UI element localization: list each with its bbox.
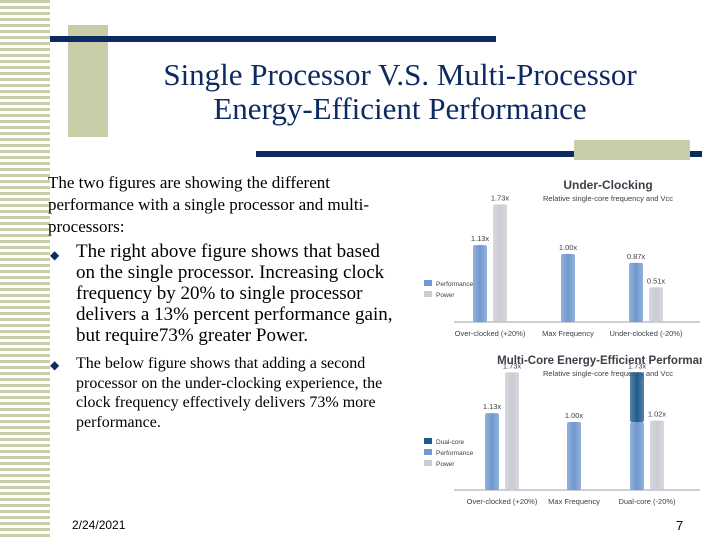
category-label: Over-clocked (+20%) bbox=[467, 497, 538, 506]
legend-swatch bbox=[424, 280, 432, 286]
bar-power bbox=[649, 287, 663, 322]
chart-title: Multi-Core Energy-Efficient Performance bbox=[497, 355, 702, 367]
title-line-1: Single Processor V.S. Multi-Processor bbox=[163, 57, 637, 92]
data-label: 1.00x bbox=[559, 243, 578, 252]
legend-label: Dual-core bbox=[436, 439, 465, 446]
bar-power bbox=[493, 204, 507, 322]
diamond-bullet-icon: ◆ bbox=[50, 358, 60, 372]
data-label: 1.13x bbox=[471, 234, 490, 243]
slide-page-number: 7 bbox=[676, 518, 684, 533]
legend-label: Performance bbox=[436, 281, 474, 288]
data-label: 1.73x bbox=[503, 361, 522, 370]
legend-label: Performance bbox=[436, 450, 474, 457]
bar-performance bbox=[567, 422, 581, 490]
bar-performance bbox=[485, 413, 499, 490]
slide-date: 2/24/2021 bbox=[72, 518, 126, 532]
category-label: Max Frequency bbox=[542, 329, 594, 338]
bullet-item: ◆ The below figure shows that adding a s… bbox=[48, 354, 393, 432]
data-label: 0.51x bbox=[647, 276, 666, 285]
diamond-bullet-icon: ◆ bbox=[50, 248, 60, 262]
charts-svg: Under-Clocking Relative single-core frequ… bbox=[424, 178, 719, 506]
decorative-rule-block bbox=[574, 140, 690, 160]
charts-figure: Under-Clocking Relative single-core frequ… bbox=[422, 170, 719, 510]
slide-title: Single Processor V.S. Multi-Processor En… bbox=[110, 58, 690, 126]
title-rule-top bbox=[50, 36, 496, 42]
legend-swatch bbox=[424, 449, 432, 455]
bar-dual-core bbox=[630, 372, 644, 422]
category-label: Dual-core (-20%) bbox=[618, 497, 676, 506]
legend-swatch bbox=[424, 438, 432, 444]
chart-subtitle: Relative single-core frequency and Vcc bbox=[543, 369, 673, 378]
legend-swatch bbox=[424, 460, 432, 466]
bar-performance bbox=[473, 245, 487, 322]
bar-performance bbox=[630, 422, 644, 490]
decorative-stripe bbox=[0, 0, 50, 540]
bar-power bbox=[650, 420, 664, 490]
title-rule-bottom bbox=[256, 151, 702, 157]
data-label: 1.73x bbox=[628, 361, 647, 370]
bullet-item: ◆ The right above figure shows that base… bbox=[48, 241, 393, 346]
legend-swatch bbox=[424, 291, 432, 297]
decorative-block bbox=[68, 25, 108, 137]
title-line-2: Energy-Efficient Performance bbox=[213, 91, 587, 126]
category-label: Over-clocked (+20%) bbox=[455, 329, 526, 338]
legend-label: Power bbox=[436, 292, 455, 299]
data-label: 1.00x bbox=[565, 411, 584, 420]
data-label: 0.87x bbox=[627, 252, 646, 261]
data-label: 1.13x bbox=[483, 402, 502, 411]
bullet-text: The right above figure shows that based … bbox=[76, 241, 393, 346]
data-label: 1.73x bbox=[491, 193, 510, 202]
intro-text: The two figures are showing the differen… bbox=[48, 173, 370, 236]
legend-label: Power bbox=[436, 461, 455, 468]
category-label: Under-clocked (-20%) bbox=[610, 329, 683, 338]
bar-power bbox=[505, 372, 519, 490]
category-label: Max Frequency bbox=[548, 497, 600, 506]
bullet-text: The below figure shows that adding a sec… bbox=[76, 355, 383, 431]
slide-body: The two figures are showing the differen… bbox=[48, 172, 393, 432]
chart-subtitle: Relative single-core frequency and Vcc bbox=[543, 194, 673, 203]
data-label: 1.02x bbox=[648, 410, 667, 419]
chart-title: Under-Clocking bbox=[563, 178, 652, 192]
bar-performance bbox=[561, 254, 575, 322]
bar-performance bbox=[629, 262, 643, 322]
